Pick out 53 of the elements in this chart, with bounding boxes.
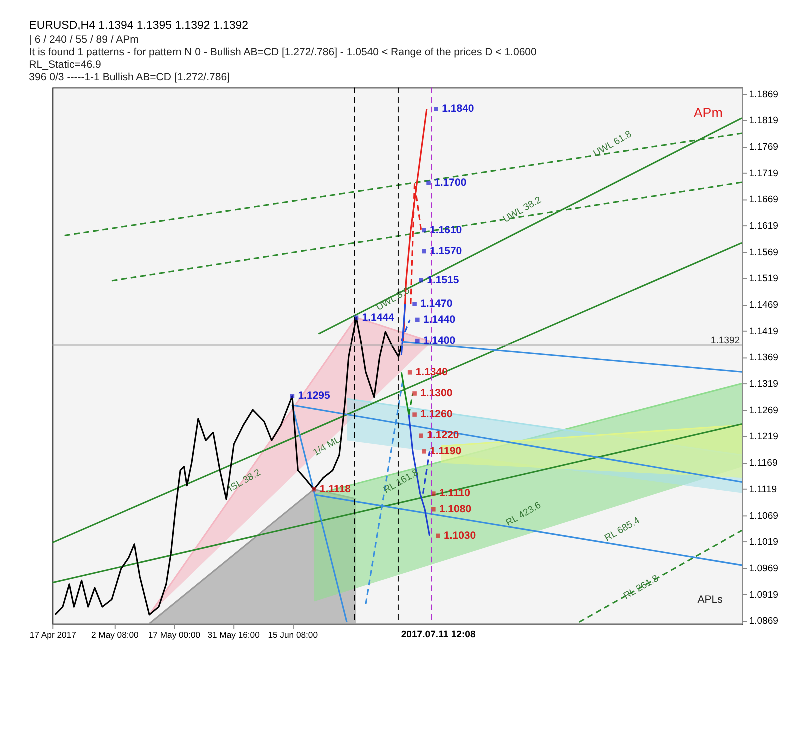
data-label: 1.1118	[320, 483, 352, 496]
data-label: 1.1300	[420, 388, 453, 400]
x-tick-label: 15 Jun 08:00	[268, 630, 318, 640]
y-tick-label: 1.1369	[749, 352, 778, 364]
y-tick-label: 1.1419	[749, 326, 778, 338]
data-label: 1.1190	[430, 446, 462, 458]
data-label: 1.1840	[442, 103, 474, 116]
y-tick-label: 1.1869	[749, 89, 778, 100]
data-label: 1.1030	[444, 530, 476, 542]
x-tick-label: 17 May 00:00	[148, 630, 201, 640]
annotation: UWL 61.8	[592, 129, 634, 160]
x-tick-label: 31 May 16:00	[208, 630, 260, 640]
data-label: 1.1570	[430, 245, 462, 258]
y-tick-label: 1.1269	[749, 405, 778, 416]
annotation: APLs	[698, 594, 723, 606]
y-tick-label: 1.1669	[749, 194, 778, 206]
data-label: 1.1295	[298, 390, 331, 402]
y-tick-label: 1.1719	[749, 168, 778, 180]
y-tick-label: 1.1469	[749, 300, 778, 312]
y-tick-label: 1.1619	[749, 221, 778, 232]
y-tick-label: 1.1819	[749, 116, 778, 127]
annotation: UWL 38.2	[502, 194, 544, 226]
annotation: UWL 8.0	[374, 286, 412, 314]
chart-title: EURUSD,H4 1.1394 1.1395 1.1392 1.1392	[29, 20, 249, 32]
y-tick-label: 1.1069	[749, 510, 778, 522]
data-label: 1.1220	[427, 430, 460, 442]
y-tick-label: 1.1519	[749, 274, 778, 285]
y-tick-label: 1.1169	[749, 458, 778, 470]
data-label: 1.1700	[434, 176, 467, 189]
data-label: 1.1080	[439, 503, 472, 516]
annotation: ISL 38.2	[226, 468, 263, 495]
ref-line-label: 2017.07.11 12:08	[401, 629, 476, 640]
data-label: 1.1470	[420, 298, 453, 310]
y-tick-label: 1.0919	[749, 590, 778, 601]
data-label: 1.1400	[423, 334, 456, 347]
data-label: 1.1260	[420, 408, 453, 421]
data-label: 1.1444	[362, 312, 395, 324]
annotation: APm	[694, 105, 723, 120]
y-tick-label: 1.1019	[749, 537, 778, 548]
y-tick-label: 1.1219	[749, 432, 778, 443]
y-tick-label: 1.1319	[749, 379, 778, 390]
annotation: RL 423.6	[504, 500, 544, 529]
chart-subtitle: | 6 / 240 / 55 / 89 / APm It is found 1 patterns - for pattern N 0 - Bullish AB=CD [1.272/.786] - 1.0540 < Range of the prices D < 1.0600 RL_Static=46.9 396 0/3 -----1-1 Bullish AB=CD [1.272/.786]	[29, 34, 538, 84]
x-tick-label: 17 Apr 2017	[30, 630, 77, 640]
x-tick-label: 2 May 08:00	[91, 630, 140, 640]
y-tick-label: 1.0869	[749, 616, 778, 628]
y-tick-label: 1.1569	[749, 247, 778, 258]
data-label: 1.1110	[439, 488, 471, 500]
ref-line-label: 1.1392	[710, 335, 740, 346]
annotation: 1/4 ML	[312, 434, 342, 459]
y-tick-label: 1.0969	[749, 563, 778, 574]
y-tick-label: 1.1769	[749, 142, 778, 154]
y-tick-label: 1.1119	[749, 484, 778, 496]
